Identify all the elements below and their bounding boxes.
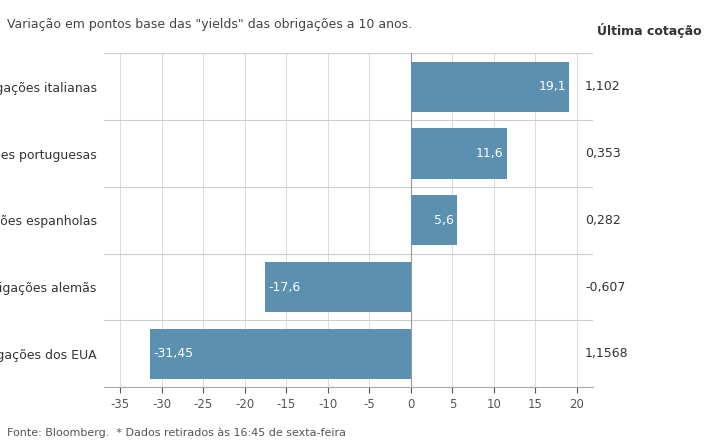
Text: -17,6: -17,6 — [268, 280, 300, 294]
Bar — [265, 262, 411, 312]
Text: 0,353: 0,353 — [585, 147, 621, 160]
Text: 1,1568: 1,1568 — [585, 347, 628, 360]
Bar — [411, 62, 569, 112]
Text: Variação em pontos base das "yields" das obrigações a 10 anos.: Variação em pontos base das "yields" das… — [7, 18, 413, 31]
Text: Fonte: Bloomberg.  * Dados retirados às 16:45 de sexta-feira: Fonte: Bloomberg. * Dados retirados às 1… — [7, 428, 346, 438]
Text: 11,6: 11,6 — [476, 147, 504, 160]
Text: 0,282: 0,282 — [585, 214, 621, 227]
Text: 19,1: 19,1 — [538, 80, 566, 93]
Text: Última cotação: Última cotação — [597, 23, 701, 38]
Text: 1,102: 1,102 — [585, 80, 621, 93]
Text: -0,607: -0,607 — [585, 280, 626, 294]
Bar — [411, 129, 507, 178]
Bar — [149, 329, 411, 379]
Text: 5,6: 5,6 — [434, 214, 454, 227]
Text: -31,45: -31,45 — [153, 347, 193, 360]
Bar — [411, 195, 458, 245]
